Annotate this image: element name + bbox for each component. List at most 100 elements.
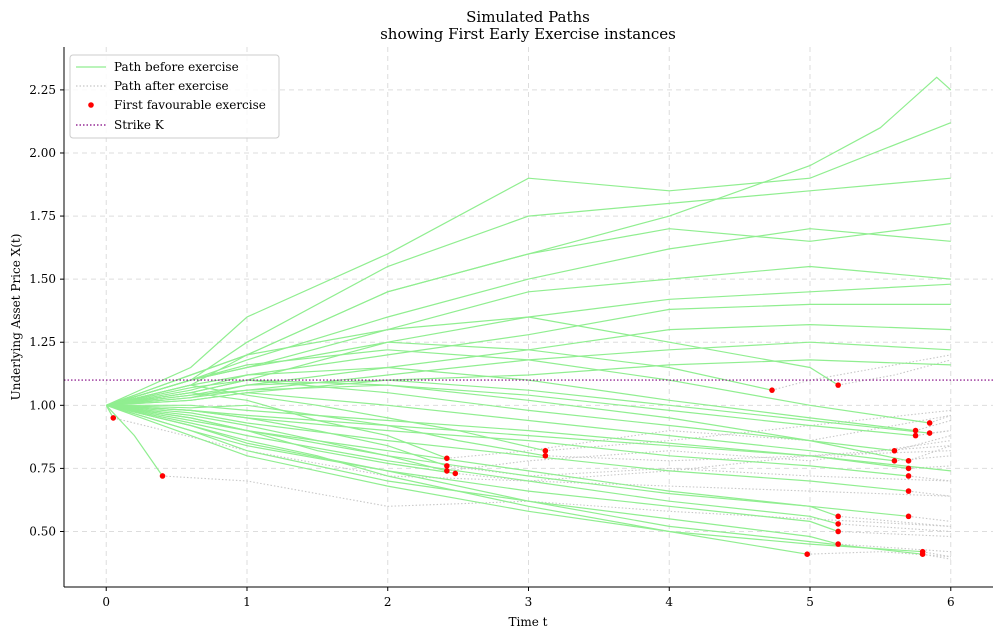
- path-after-exercise: [922, 553, 951, 560]
- path-before-exercise: [106, 404, 839, 525]
- legend: Path before exercise Path after exercise…: [69, 54, 280, 139]
- x-tick-label: 0: [102, 595, 110, 609]
- y-ticks: 0.50 0.75 1.00 1.25 1.50 1.75 2.00 2.25: [29, 83, 64, 538]
- path-before-exercise: [105, 122, 952, 406]
- paths-before-exercise: [105, 76, 952, 555]
- path-before-exercise: [106, 223, 951, 406]
- chart-subtitle: showing First Early Exercise instances: [380, 25, 676, 43]
- exercise-point: [919, 551, 926, 557]
- legend-box: [69, 54, 280, 139]
- path-after-exercise: [838, 515, 951, 527]
- y-tick-label: 2.25: [29, 83, 56, 97]
- x-tick-label: 5: [806, 595, 814, 609]
- exercise-point: [905, 473, 912, 479]
- legend-swatch-exercise: [88, 102, 94, 108]
- path-after-exercise: [929, 430, 951, 434]
- x-tick-label: 1: [243, 595, 251, 609]
- path-before-exercise: [106, 366, 916, 432]
- path-before-exercise: [106, 379, 909, 462]
- y-tick-label: 2.00: [29, 146, 56, 160]
- exercise-point: [452, 470, 459, 477]
- x-tick-label: 3: [525, 595, 533, 609]
- exercise-point: [444, 468, 450, 474]
- x-tick-label: 6: [947, 595, 955, 609]
- exercise-point: [110, 415, 117, 421]
- path-before-exercise: [106, 404, 909, 492]
- exercise-point: [905, 458, 912, 464]
- path-before-exercise: [106, 177, 951, 406]
- path-before-exercise: [106, 404, 839, 545]
- legend-label-strike: Strike K: [114, 118, 165, 132]
- exercise-point: [905, 513, 912, 520]
- path-before-exercise: [106, 341, 951, 406]
- path-before-exercise: [106, 303, 951, 406]
- x-tick-label: 2: [384, 595, 392, 609]
- y-tick-label: 1.50: [29, 272, 56, 286]
- path-after-exercise: [894, 455, 951, 462]
- y-tick-label: 0.75: [29, 461, 56, 475]
- y-axis-label: Underlying Asset Price X(t): [9, 234, 23, 401]
- path-after-exercise: [908, 515, 951, 522]
- path-after-exercise: [915, 430, 951, 437]
- exercise-point: [542, 447, 549, 454]
- path-before-exercise: [106, 283, 951, 406]
- y-tick-label: 1.75: [29, 209, 56, 223]
- exercise-point: [926, 430, 933, 436]
- path-before-exercise: [106, 384, 916, 437]
- path-before-exercise: [106, 404, 839, 517]
- path-after-exercise: [838, 543, 951, 553]
- path-before-exercise: [106, 404, 923, 555]
- exercise-point: [926, 420, 933, 426]
- path-before-exercise: [105, 76, 952, 406]
- legend-label-exercise: First favourable exercise: [114, 98, 266, 112]
- path-after-exercise: [922, 551, 951, 558]
- path-after-exercise: [908, 465, 951, 469]
- path-after-exercise: [807, 551, 951, 558]
- exercise-point: [912, 427, 919, 434]
- path-after-exercise: [929, 414, 951, 424]
- exercise-point: [891, 458, 898, 464]
- exercise-point: [835, 382, 841, 388]
- exercise-point: [444, 463, 450, 469]
- exercise-point: [444, 455, 450, 462]
- path-after-exercise: [446, 414, 951, 459]
- path-before-exercise: [106, 265, 951, 406]
- legend-label-after: Path after exercise: [114, 79, 229, 93]
- path-after-exercise: [545, 409, 951, 452]
- chart-title: Simulated Paths: [466, 8, 590, 26]
- path-after-exercise: [838, 359, 951, 386]
- exercise-point: [835, 513, 841, 520]
- path-before-exercise: [106, 228, 951, 406]
- exercise-point: [912, 432, 919, 439]
- path-before-exercise: [105, 404, 163, 477]
- path-after-exercise: [908, 490, 951, 497]
- exercise-point: [835, 521, 841, 527]
- exercise-point: [891, 447, 898, 454]
- y-tick-label: 0.50: [29, 524, 56, 538]
- exercise-point: [159, 473, 166, 479]
- y-tick-label: 1.25: [29, 335, 56, 349]
- path-after-exercise: [908, 475, 951, 482]
- exercise-point: [905, 488, 912, 494]
- path-before-exercise: [106, 359, 951, 406]
- legend-label-before: Path before exercise: [114, 60, 239, 74]
- path-after-exercise: [455, 472, 951, 497]
- exercise-point: [769, 387, 775, 393]
- exercise-point: [542, 452, 549, 459]
- exercise-point: [804, 551, 810, 557]
- y-tick-label: 1.00: [29, 398, 56, 412]
- x-axis-label: Time t: [509, 615, 548, 629]
- exercise-point: [835, 528, 841, 535]
- path-before-exercise: [106, 404, 951, 472]
- path-after-exercise: [908, 445, 951, 462]
- path-before-exercise: [106, 404, 909, 517]
- path-before-exercise: [106, 379, 930, 434]
- exercise-point: [905, 465, 912, 472]
- exercise-point: [835, 541, 841, 547]
- path-before-exercise: [106, 404, 839, 533]
- path-after-exercise: [838, 530, 951, 538]
- exercise-points: [110, 382, 933, 557]
- path-before-exercise: [106, 323, 951, 406]
